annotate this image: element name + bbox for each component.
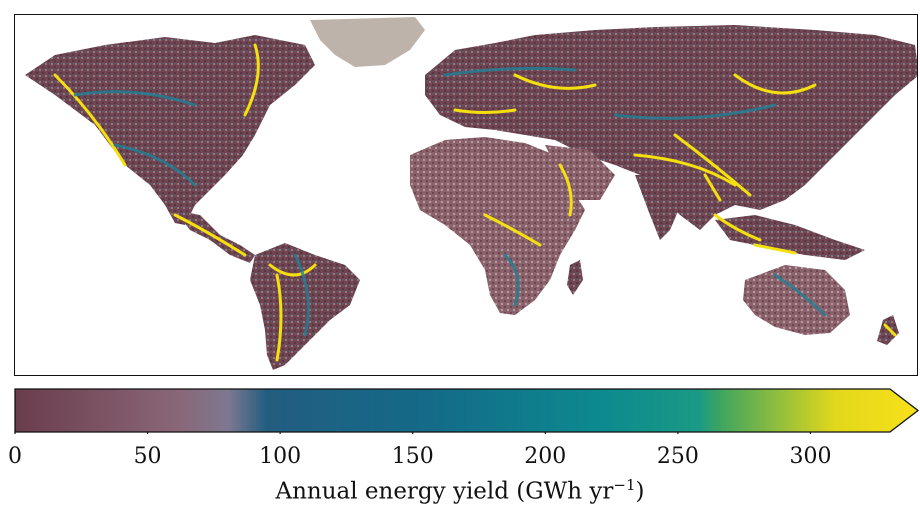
continent-south-america xyxy=(250,243,360,370)
region-arabia xyxy=(545,145,615,200)
colorbar-gradient xyxy=(14,388,920,433)
colorbar-tick-label: 50 xyxy=(133,444,162,469)
colorbar-tick-label: 150 xyxy=(391,444,434,469)
colorbar-ticks xyxy=(14,432,812,434)
colorbar-tick-label: 100 xyxy=(259,444,302,469)
world-map xyxy=(14,14,918,376)
medium-yield-regions xyxy=(73,66,827,337)
colorbar-tick-label: 0 xyxy=(8,444,22,469)
continent-north-america xyxy=(25,35,315,225)
world-map-svg xyxy=(25,17,917,370)
region-greenland xyxy=(310,17,425,67)
region-madagascar xyxy=(567,260,583,295)
continent-eurasia xyxy=(425,25,917,230)
colorbar xyxy=(14,388,920,434)
high-yield-rivers xyxy=(53,43,897,362)
colorbar-tick-label: 300 xyxy=(789,444,832,469)
colorbar-label-close: ) xyxy=(635,478,645,505)
region-southeast-asia-islands xyxy=(715,215,865,260)
colorbar-tick-label: 200 xyxy=(524,444,567,469)
colorbar-label-exponent: −1 xyxy=(613,476,636,494)
continent-australia xyxy=(743,265,850,335)
colorbar-label: Annual energy yield (GWh yr−1) xyxy=(0,478,920,504)
continent-africa xyxy=(410,137,585,315)
region-india xyxy=(635,175,685,240)
colorbar-label-main: Annual energy yield (GWh yr xyxy=(275,478,614,505)
colorbar-tick-label: 250 xyxy=(656,444,699,469)
